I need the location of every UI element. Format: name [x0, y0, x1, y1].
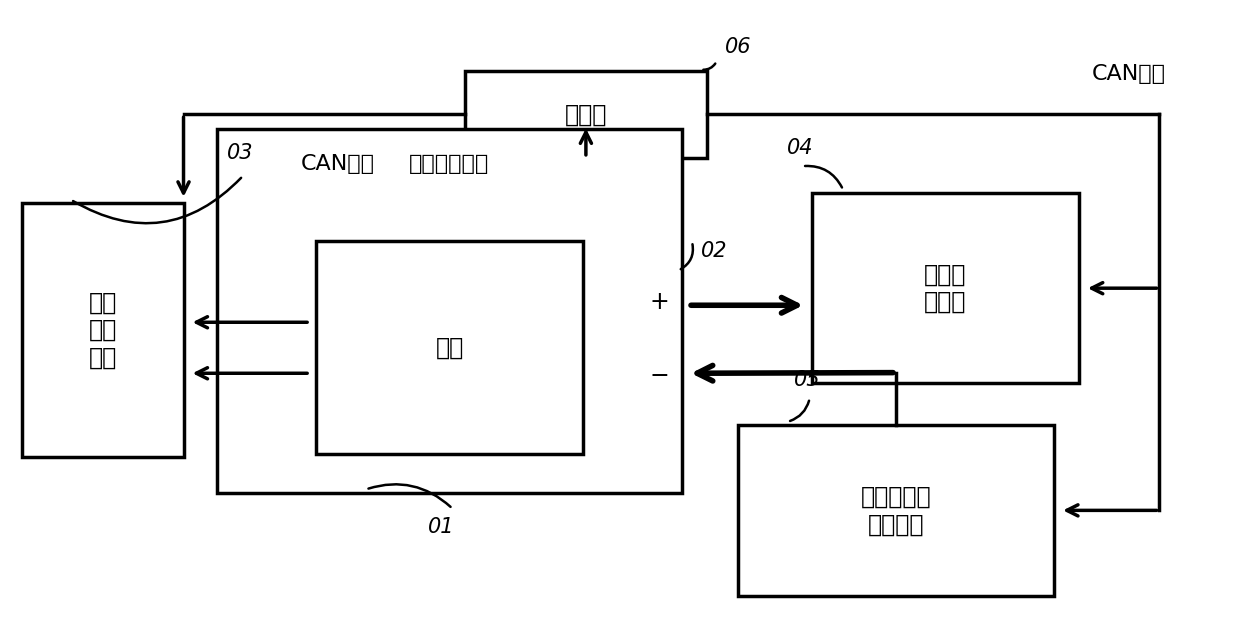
- Text: 可控电
子负载: 可控电 子负载: [924, 262, 967, 314]
- Text: 05: 05: [794, 370, 820, 390]
- Text: 上位机: 上位机: [564, 102, 608, 126]
- Bar: [217, 129, 682, 493]
- Bar: [316, 242, 583, 454]
- Text: CAN总线: CAN总线: [1091, 64, 1166, 84]
- Bar: [465, 71, 707, 158]
- Text: 01: 01: [428, 517, 454, 537]
- Bar: [22, 203, 184, 457]
- Text: 03: 03: [227, 143, 253, 163]
- Bar: [738, 425, 1054, 596]
- Text: +: +: [650, 290, 670, 314]
- Bar: [812, 193, 1079, 383]
- Text: 06: 06: [725, 37, 751, 57]
- Text: 电池: 电池: [435, 336, 464, 360]
- Text: 电池
管理
系统: 电池 管理 系统: [89, 290, 117, 370]
- Text: 02: 02: [701, 241, 727, 261]
- Text: 可控大功率
直流电源: 可控大功率 直流电源: [861, 484, 931, 536]
- Text: 高低温实验箱: 高低温实验箱: [409, 154, 490, 175]
- Text: CAN总线: CAN总线: [300, 154, 374, 175]
- Text: −: −: [650, 365, 670, 388]
- Text: 04: 04: [787, 138, 813, 158]
